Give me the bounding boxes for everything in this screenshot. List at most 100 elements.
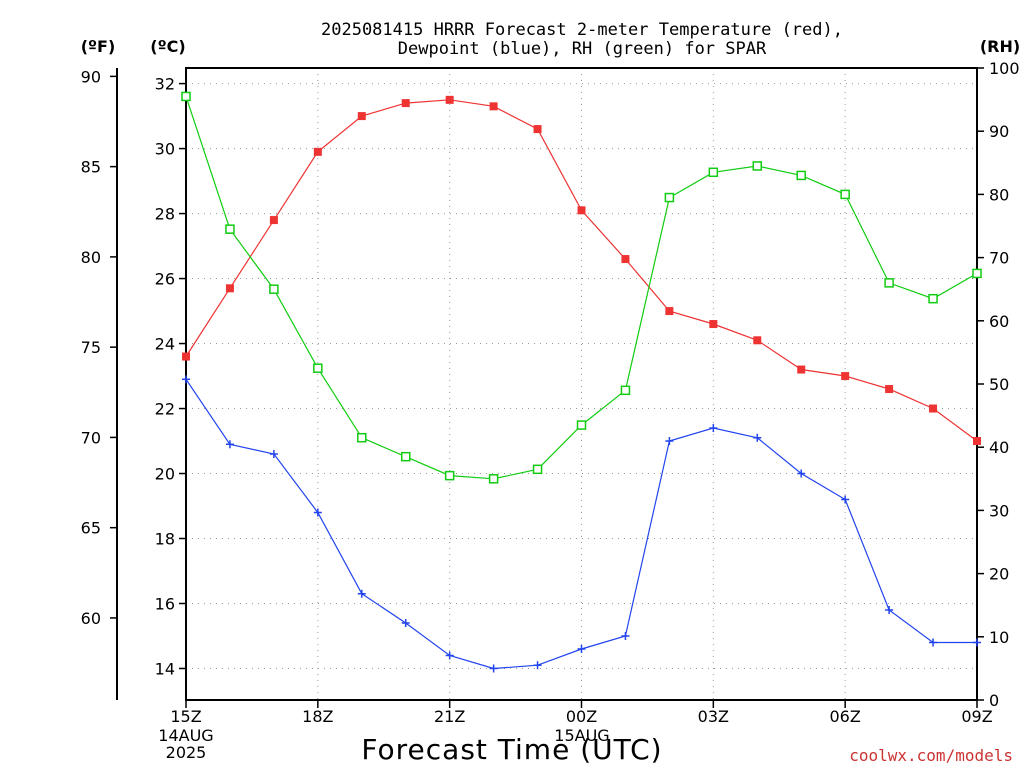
celsius-tick-label: 16 bbox=[155, 594, 175, 613]
dewpoint-point bbox=[357, 589, 366, 598]
temperature-point bbox=[665, 307, 674, 316]
temperature-point bbox=[753, 336, 762, 345]
celsius-unit-label: (ºC) bbox=[150, 37, 185, 56]
fahrenheit-axis: 60 65 70 75 80 85 90 bbox=[81, 67, 118, 700]
dewpoint-point bbox=[489, 664, 498, 673]
rh-tick-label: 70 bbox=[989, 249, 1009, 268]
rh-tick-label: 40 bbox=[989, 438, 1009, 457]
rh-point bbox=[840, 189, 850, 200]
dewpoint-point bbox=[885, 605, 894, 614]
dewpoint-point bbox=[929, 638, 938, 647]
temperature-point bbox=[533, 125, 542, 134]
rh-point bbox=[972, 268, 982, 279]
dewpoint-point bbox=[182, 375, 190, 384]
x-tick-label: 09Z bbox=[961, 707, 992, 726]
dewpoint-point bbox=[577, 644, 586, 653]
rh-point bbox=[532, 464, 543, 475]
dewpoint-point bbox=[797, 469, 806, 478]
x-tick-label: 06Z bbox=[830, 707, 861, 726]
temperature-point bbox=[489, 102, 498, 111]
x-tick-label: 00Z bbox=[566, 707, 597, 726]
temperature-point bbox=[841, 372, 850, 381]
rh-point bbox=[444, 470, 455, 481]
temperature-point bbox=[797, 365, 806, 374]
celsius-tick-label: 20 bbox=[155, 465, 175, 484]
rh-tick-label: 20 bbox=[989, 565, 1009, 584]
celsius-tick-label: 32 bbox=[155, 75, 175, 94]
rh-point bbox=[225, 224, 235, 234]
dewpoint-point bbox=[401, 618, 410, 627]
celsius-tick-label: 30 bbox=[155, 140, 175, 159]
rh-point bbox=[269, 284, 279, 294]
rh-tick-label: 80 bbox=[989, 185, 1009, 204]
rh-point bbox=[400, 451, 411, 462]
chart-title-line1: 2025081415 HRRR Forecast 2-meter Tempera… bbox=[321, 20, 843, 40]
x-tick-label: 18Z bbox=[302, 707, 333, 726]
dewpoint-point bbox=[313, 508, 322, 517]
series-layer bbox=[181, 91, 982, 673]
dewpoint-point bbox=[665, 437, 674, 446]
celsius-tick-label: 26 bbox=[155, 270, 175, 289]
temperature-point bbox=[182, 352, 190, 361]
celsius-tick-label: 14 bbox=[155, 659, 175, 678]
fahrenheit-tick-label: 85 bbox=[81, 158, 101, 177]
temperature-point bbox=[885, 385, 894, 394]
rh-point bbox=[488, 474, 499, 484]
temperature-point bbox=[577, 206, 586, 215]
rh-point bbox=[796, 170, 806, 181]
rh-tick-label: 50 bbox=[989, 375, 1009, 394]
x-date-next-day: 15AUG bbox=[554, 726, 609, 745]
x-date-start-year: 2025 bbox=[166, 743, 207, 762]
temperature-point bbox=[929, 404, 938, 413]
rh-point bbox=[357, 432, 367, 443]
x-axis-title: Forecast Time (UTC) bbox=[361, 733, 662, 766]
temperature-point bbox=[973, 437, 981, 446]
dewpoint-point bbox=[973, 638, 981, 647]
celsius-tick-label: 22 bbox=[155, 400, 175, 419]
temperature-point bbox=[269, 216, 278, 225]
temperature-point bbox=[225, 284, 234, 293]
dewpoint-point bbox=[841, 495, 850, 504]
rh-point bbox=[576, 420, 587, 430]
rh-unit-label: (RH) bbox=[980, 37, 1020, 56]
rh-point bbox=[620, 385, 631, 396]
rh-axis-ticks: 0 10 20 30 40 50 60 70 80 90 100 bbox=[977, 59, 1020, 710]
rh-tick-label: 100 bbox=[989, 59, 1020, 78]
temperature-point bbox=[357, 112, 366, 121]
x-date-start-day: 14AUG bbox=[158, 726, 213, 745]
rh-tick-label: 10 bbox=[989, 628, 1009, 647]
dewpoint-point bbox=[445, 651, 454, 660]
dewpoint-point bbox=[225, 440, 234, 449]
x-tick-label: 21Z bbox=[434, 707, 465, 726]
temperature-line bbox=[185, 99, 978, 442]
rh-point bbox=[708, 167, 719, 178]
dewpoint-point bbox=[269, 450, 278, 459]
fahrenheit-unit-label: (ºF) bbox=[81, 37, 116, 56]
fahrenheit-tick-label: 90 bbox=[81, 67, 101, 86]
fahrenheit-tick-label: 70 bbox=[81, 428, 101, 447]
chart-title-line2: Dewpoint (blue), RH (green) for SPAR bbox=[398, 39, 767, 59]
x-axis-ticks: 15Z 18Z 21Z 00Z 03Z 06Z 09Z bbox=[170, 700, 993, 726]
rh-tick-label: 90 bbox=[989, 122, 1009, 141]
rh-point bbox=[884, 278, 894, 288]
temperature-point bbox=[313, 147, 322, 156]
dewpoint-point bbox=[621, 631, 630, 640]
rh-point bbox=[752, 161, 763, 171]
x-tick-label: 15Z bbox=[170, 707, 201, 726]
temperature-point bbox=[709, 320, 718, 329]
rh-point bbox=[313, 363, 323, 373]
temperature-point bbox=[621, 255, 630, 264]
celsius-tick-label: 28 bbox=[155, 205, 175, 224]
celsius-axis-ticks: 14 16 18 20 22 24 26 28 30 32 bbox=[155, 75, 186, 678]
rh-tick-label: 0 bbox=[989, 691, 999, 710]
rh-point bbox=[928, 293, 938, 304]
rh-point bbox=[664, 192, 675, 203]
temperature-point bbox=[445, 95, 454, 104]
celsius-tick-label: 24 bbox=[155, 335, 175, 354]
temperature-point bbox=[401, 99, 410, 108]
fahrenheit-tick-label: 75 bbox=[81, 338, 101, 357]
celsius-tick-label: 18 bbox=[155, 530, 175, 549]
dewpoint-point bbox=[709, 424, 718, 433]
rh-tick-label: 30 bbox=[989, 501, 1009, 520]
